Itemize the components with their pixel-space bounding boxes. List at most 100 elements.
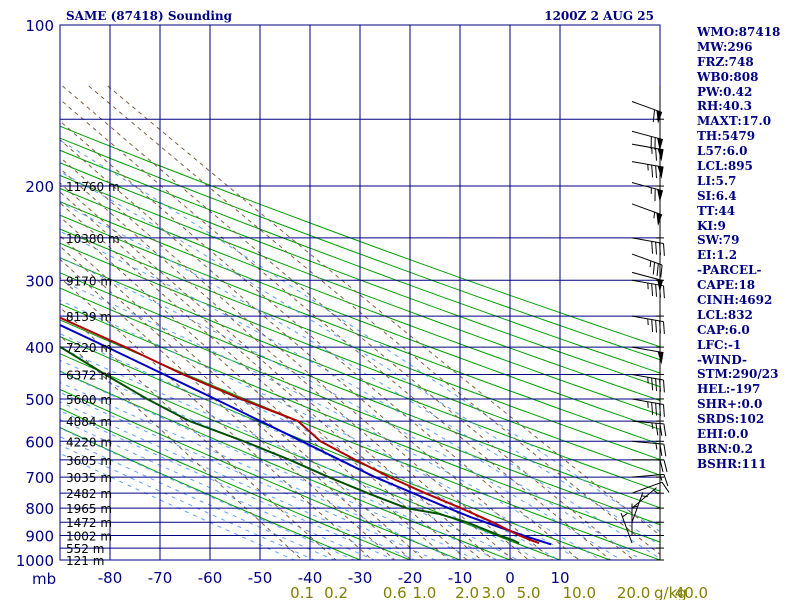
moist-adiabat-line <box>60 256 623 560</box>
temperature-tick-label: -80 <box>98 569 123 587</box>
index-value: SI:6.4 <box>697 188 737 203</box>
index-value: SW:79 <box>697 233 740 248</box>
pressure-tick-label: 800 <box>25 500 54 518</box>
moist-adiabat-line <box>60 371 478 560</box>
index-value: STM:290/23 <box>697 367 779 382</box>
index-value: CAPE:18 <box>697 278 756 293</box>
chart-title: SAME (87418) Sounding <box>66 9 233 23</box>
pressure-tick-label: 100 <box>25 17 54 35</box>
wind-barb <box>631 130 664 152</box>
wind-barbs <box>620 101 670 544</box>
temperature-tick-label: -30 <box>348 569 373 587</box>
index-value: MAXT:17.0 <box>697 114 772 129</box>
mixing-ratio-line <box>60 182 495 560</box>
temperature-tick-label: -10 <box>448 569 473 587</box>
index-value: CAP:6.0 <box>697 322 750 337</box>
height-label: 4884 m <box>66 415 112 429</box>
height-label: 11760 m <box>66 180 120 194</box>
index-value: SHR+:0.0 <box>697 397 763 412</box>
wind-barb <box>631 503 639 536</box>
mixing-ratio-tick-label: 0.6 <box>383 584 407 600</box>
index-value: TT:44 <box>697 203 736 218</box>
index-value: WMO:87418 <box>697 25 781 39</box>
wind-barb <box>631 473 669 487</box>
mixing-ratio-line <box>60 235 426 560</box>
moist-adiabat-line <box>60 410 396 560</box>
moist-adiabat-line <box>60 359 499 560</box>
mixing-ratio-line <box>107 85 660 536</box>
pressure-tick-label: 1000 <box>16 552 54 570</box>
height-label: 10380 m <box>66 232 120 246</box>
wind-barb <box>631 101 663 124</box>
mixing-ratio-line <box>60 245 413 560</box>
pressure-tick-label: 700 <box>25 469 54 487</box>
height-label: 5600 m <box>66 393 112 407</box>
mixing-ratio-line <box>88 85 660 556</box>
index-value: LFC:-1 <box>697 337 742 352</box>
dry-adiabat-line <box>60 187 660 416</box>
mixing-ratio-unit-label: g/kg <box>654 584 687 600</box>
temperature-tick-label: -50 <box>248 569 273 587</box>
wind-barb <box>631 315 665 335</box>
dry-adiabat-line <box>60 257 660 492</box>
height-label: 121 m <box>66 554 104 568</box>
wind-barb <box>631 161 664 179</box>
pressure-tick-label: 200 <box>25 178 54 196</box>
dry-adiabat-line <box>60 388 462 560</box>
dry-adiabat-line <box>60 319 660 560</box>
mixing-ratio-tick-label: 2.0 <box>455 584 479 600</box>
temperature-tick-label: -40 <box>298 569 323 587</box>
mixing-ratio-tick-label: 1.0 <box>412 584 436 600</box>
dry-adiabat-line <box>60 407 412 560</box>
index-value: CINH:4692 <box>697 293 773 308</box>
indices-panel: WMO:87418 MW:296 FRZ:748 WB0:808 PW:0.42 RH:4… <box>697 25 797 472</box>
mixing-ratio-tick-label: 0.1 <box>290 584 314 600</box>
index-value: SRDS:102 <box>697 412 765 427</box>
temperature-line <box>60 316 540 545</box>
pressure-tick-label: 500 <box>25 391 54 409</box>
moist-adiabats <box>60 139 660 560</box>
mixing-ratio-tick-label: 40.0 <box>675 584 708 600</box>
index-value: -PARCEL- <box>697 263 762 278</box>
height-label: 552 m <box>66 542 104 556</box>
moist-adiabat-line <box>60 381 457 560</box>
index-value: L57:6.0 <box>697 144 748 159</box>
wind-barb <box>631 440 667 457</box>
moist-adiabat-line <box>60 347 519 560</box>
index-value: BSHR:111 <box>697 456 767 471</box>
dry-adiabat-line <box>60 228 660 461</box>
dry-adiabat-line <box>60 174 660 402</box>
height-label: 1002 m <box>66 530 112 544</box>
height-label: 8139 m <box>66 310 112 324</box>
wind-barb <box>631 346 664 365</box>
mixing-ratio-line <box>60 156 530 560</box>
height-label: 3035 m <box>66 471 112 485</box>
mixing-ratio-line <box>60 258 396 560</box>
mixing-ratio-tick-label: 5.0 <box>517 584 541 600</box>
dry-adiabat-line <box>60 242 660 476</box>
moist-adiabat-line <box>60 139 660 533</box>
dewpoint-line <box>60 345 520 545</box>
parcel-path-line <box>60 323 552 546</box>
mixing-ratio-tick-label: 20.0 <box>617 584 650 600</box>
index-value: HEL:-197 <box>697 382 761 397</box>
wind-barb <box>631 487 659 509</box>
mixing-ratio-line <box>60 191 483 560</box>
temperature-tick-label: -70 <box>148 569 173 587</box>
index-value: MW:296 <box>697 39 753 54</box>
pressure-tick-label: 300 <box>25 272 54 290</box>
wind-barb <box>631 203 663 227</box>
wind-barb <box>631 481 670 494</box>
mixing-ratio-line <box>60 335 303 560</box>
height-label: 3605 m <box>66 454 112 468</box>
height-label: 4220 m <box>66 435 112 449</box>
temperature-tick-label: 10 <box>550 569 569 587</box>
dry-adiabat-line <box>60 303 660 543</box>
mixing-ratio-line <box>62 85 635 560</box>
index-value: TH:5479 <box>697 129 756 144</box>
index-value: FRZ:748 <box>697 54 754 69</box>
index-value: LCL:832 <box>697 307 753 322</box>
index-value: WB0:808 <box>697 69 759 84</box>
height-label: 1965 m <box>66 502 112 516</box>
